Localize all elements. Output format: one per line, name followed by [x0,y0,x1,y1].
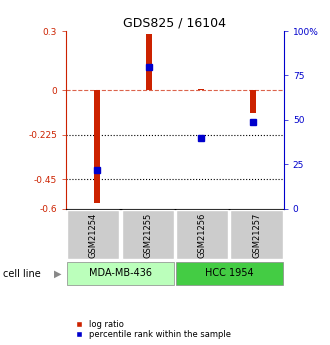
Title: GDS825 / 16104: GDS825 / 16104 [123,17,226,30]
Bar [67,262,174,285]
Bar [146,34,152,90]
Bar [94,90,100,203]
Text: GSM21255: GSM21255 [143,212,152,258]
Text: HCC 1954: HCC 1954 [205,268,254,278]
Text: ▶: ▶ [54,269,61,278]
Bar [176,262,283,285]
Text: GSM21256: GSM21256 [198,212,207,258]
Bar [67,210,119,259]
Bar [176,210,228,259]
Text: GSM21257: GSM21257 [252,212,261,258]
Text: MDA-MB-436: MDA-MB-436 [89,268,152,278]
Bar [198,89,204,90]
Bar [230,210,283,259]
Bar [249,90,256,113]
Bar [121,210,174,259]
Text: cell line: cell line [3,269,41,278]
Legend: log ratio, percentile rank within the sample: log ratio, percentile rank within the sa… [70,320,231,339]
Text: GSM21254: GSM21254 [89,212,98,258]
